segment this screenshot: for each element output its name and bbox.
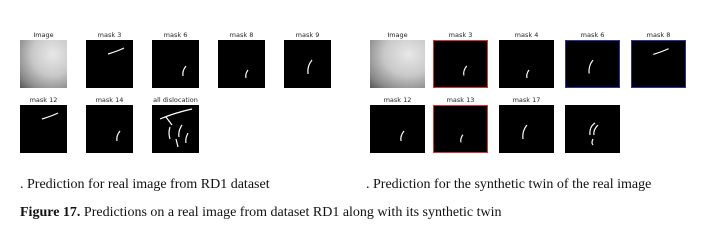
tile-label: mask 3 [97, 31, 122, 39]
tile-label: mask 12 [383, 96, 412, 104]
tile-label: mask 9 [295, 31, 320, 39]
subcaption: . Prediction for real image from RD1 dat… [20, 177, 270, 192]
mask-image [20, 105, 67, 153]
tile-label: mask 4 [514, 31, 539, 39]
tile-label: mask 6 [580, 31, 605, 39]
tile-label: mask 8 [646, 31, 671, 39]
tile-label: Image [387, 31, 408, 39]
mask-image [499, 105, 554, 153]
tile-label: mask 13 [446, 96, 475, 104]
tile-label: Image [33, 31, 54, 39]
mask-image [565, 40, 620, 88]
mask-image [86, 40, 133, 88]
tile-label: mask 14 [95, 96, 124, 104]
mask-image [433, 105, 488, 153]
mask-image [565, 105, 620, 153]
mask-image [152, 105, 199, 153]
source-image [20, 40, 67, 88]
mask-image [86, 105, 133, 153]
caption-text: Predictions on a real image from dataset… [83, 205, 502, 220]
mask-image [499, 40, 554, 88]
tile-label: mask 8 [229, 31, 254, 39]
source-image [370, 40, 425, 88]
mask-image [631, 40, 686, 88]
mask-image [370, 105, 425, 153]
tile-label: all dislocation [153, 96, 198, 104]
tile-label: mask 6 [163, 31, 188, 39]
tile-label: mask 12 [29, 96, 58, 104]
figure-label: Figure 17. [20, 205, 81, 220]
mask-image [433, 40, 488, 88]
subcaption: . Prediction for the synthetic twin of t… [366, 177, 652, 192]
figure-caption: Figure 17. Predictions on a real image f… [20, 205, 502, 221]
mask-image [152, 40, 199, 88]
tile-label: mask 17 [512, 96, 541, 104]
mask-image [218, 40, 265, 88]
tile-label: mask 3 [448, 31, 473, 39]
mask-image [284, 40, 331, 88]
